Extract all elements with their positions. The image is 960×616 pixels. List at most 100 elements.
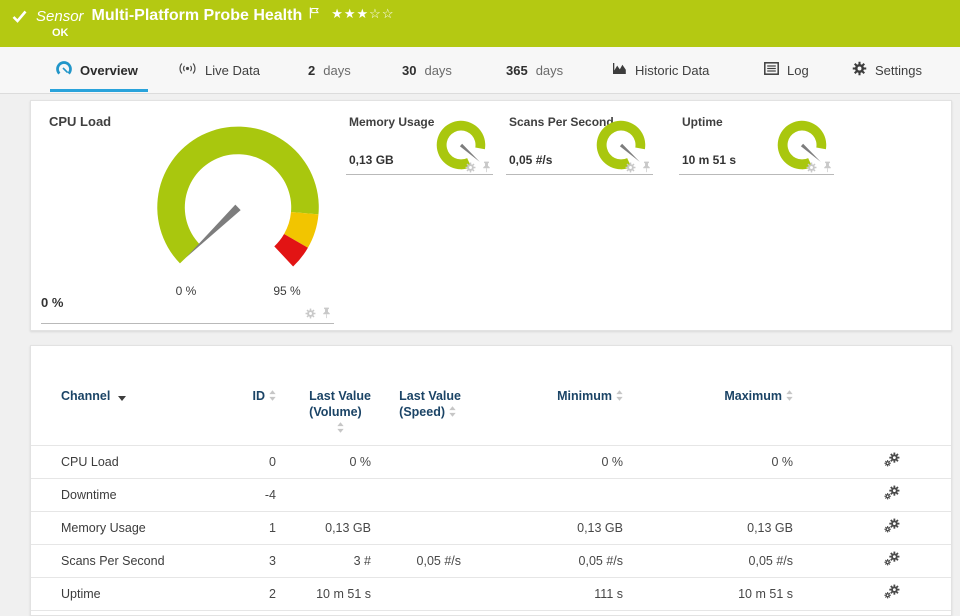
last-value-volume: 3 # (353, 554, 371, 568)
scans-gauge (596, 120, 646, 170)
maximum-value: 0,13 GB (747, 521, 793, 535)
gauge-scale-max: 95 % (273, 284, 301, 298)
minimum-value: 0,13 GB (577, 521, 623, 535)
pin-icon[interactable] (642, 160, 651, 178)
channel-id: 2 (269, 587, 276, 601)
table-header-row: Channel ID Last Value (Volume) Last Value… (31, 346, 951, 433)
mini-gauge-uptime: Uptime 10 m 51 s (679, 101, 834, 189)
broadcast-icon (178, 62, 197, 78)
tab-overview[interactable]: Overview (50, 47, 148, 93)
gauge-needle (186, 204, 241, 258)
mini-gauge-value: 10 m 51 s (682, 153, 737, 167)
channel-name: CPU Load (61, 455, 119, 469)
divider (346, 174, 493, 175)
active-tab-underline (50, 89, 148, 92)
gear-icon (852, 61, 867, 79)
tab-2-days[interactable]: 2 days (308, 62, 351, 78)
last-value-speed: 0,05 #/s (416, 554, 461, 568)
minimum-value: 0,05 #/s (578, 554, 623, 568)
edit-channel-icon[interactable] (884, 452, 901, 471)
mini-gauge-title: Memory Usage (349, 115, 435, 129)
edit-channel-icon[interactable] (884, 551, 901, 570)
sort-icon[interactable] (449, 406, 456, 417)
sort-icon[interactable] (616, 390, 623, 401)
last-value-volume: 10 m 51 s (316, 587, 371, 601)
gauges-panel: CPU Load 0 % 95 % 0 % Memory Usage 0,13 … (30, 100, 952, 331)
tab-settings-label: Settings (875, 62, 922, 78)
table-body: CPU Load 0 0 % 0 % 0 % Downtime -4 Memor… (31, 445, 951, 611)
table-row[interactable]: Scans Per Second 3 3 # 0,05 #/s 0,05 #/s… (31, 545, 951, 578)
last-value-volume: 0 % (349, 455, 371, 469)
table-row[interactable]: Uptime 2 10 m 51 s 111 s 10 m 51 s (31, 578, 951, 611)
sort-icon[interactable] (269, 390, 276, 401)
gauge-settings-icon[interactable] (465, 160, 476, 178)
pin-icon[interactable] (823, 160, 832, 178)
pin-icon[interactable] (322, 306, 331, 324)
gauge-settings-icon[interactable] (806, 160, 817, 178)
status-badge: OK (52, 27, 69, 39)
sensor-header: Sensor Multi-Platform Probe Health ★★★☆☆… (0, 0, 960, 47)
cpu-load-gauge (157, 126, 319, 267)
column-header-last-value-speed[interactable]: Last Value (Speed) (399, 389, 461, 419)
column-header-channel[interactable]: Channel (61, 388, 231, 404)
edit-channel-icon[interactable] (884, 485, 901, 504)
tab-log[interactable]: Log (764, 47, 809, 93)
mini-gauge-scans: Scans Per Second 0,05 #/s (506, 101, 653, 189)
mini-gauge-value: 0,13 GB (349, 153, 394, 167)
table-row[interactable]: Memory Usage 1 0,13 GB 0,13 GB 0,13 GB (31, 512, 951, 545)
status-check-icon (12, 10, 27, 23)
tab-settings[interactable]: Settings (852, 47, 922, 93)
page-title: Multi-Platform Probe Health (91, 7, 303, 24)
sort-icon[interactable] (336, 422, 344, 433)
gauge-settings-icon[interactable] (625, 160, 636, 178)
table-row[interactable]: CPU Load 0 0 % 0 % 0 % (31, 446, 951, 479)
tab-log-label: Log (787, 62, 809, 78)
sort-active-icon (117, 396, 126, 401)
primary-gauge-title: CPU Load (49, 114, 112, 129)
gauge-scale-min: 0 % (175, 284, 197, 298)
column-header-id[interactable]: ID (231, 388, 276, 404)
edit-channel-icon[interactable] (884, 584, 901, 603)
channel-id: 0 (269, 455, 276, 469)
minimum-value: 0 % (601, 455, 623, 469)
channel-name: Downtime (61, 488, 117, 502)
tab-historic-data[interactable]: Historic Data (612, 47, 709, 93)
tab-bar: Overview Live Data 2 days 30 days 365 days … (0, 47, 960, 94)
uptime-gauge (777, 120, 827, 170)
mini-gauge-value: 0,05 #/s (509, 153, 553, 167)
tab-live-data[interactable]: Live Data (178, 47, 260, 93)
object-kind-label: Sensor (36, 7, 84, 25)
channel-name: Uptime (61, 587, 101, 601)
maximum-value: 0,05 #/s (748, 554, 793, 568)
divider (41, 323, 334, 324)
tab-live-data-label: Live Data (205, 62, 260, 78)
channel-table-panel: Channel ID Last Value (Volume) Last Value… (30, 345, 952, 616)
minimum-value: 111 s (594, 587, 623, 601)
primary-gauge-value: 0 % (41, 295, 64, 310)
last-value-volume: 0,13 GB (325, 521, 371, 535)
column-header-maximum[interactable]: Maximum (623, 388, 793, 404)
log-list-icon (764, 62, 779, 78)
column-header-minimum[interactable]: Minimum (461, 388, 623, 404)
tab-365-days[interactable]: 365 days (506, 62, 564, 78)
pin-icon[interactable] (482, 160, 491, 178)
maximum-value: 0 % (771, 455, 793, 469)
channel-name: Scans Per Second (61, 554, 165, 568)
gauge-icon (56, 60, 72, 80)
mini-gauge-memory: Memory Usage 0,13 GB (346, 101, 493, 189)
tab-overview-label: Overview (80, 62, 138, 78)
edit-channel-icon[interactable] (884, 518, 901, 537)
channel-name: Memory Usage (61, 521, 146, 535)
area-chart-icon (612, 62, 627, 78)
memory-gauge (436, 120, 486, 170)
mini-gauge-title: Scans Per Second (509, 115, 614, 129)
priority-stars[interactable]: ★★★☆☆ (331, 6, 395, 21)
channel-id: 3 (269, 554, 276, 568)
table-row[interactable]: Downtime -4 (31, 479, 951, 512)
column-header-last-value-volume[interactable]: Last Value (Volume) (276, 388, 371, 433)
channel-id: -4 (264, 488, 276, 502)
gauge-settings-icon[interactable] (305, 306, 316, 324)
sort-icon[interactable] (786, 390, 793, 401)
tab-30-days[interactable]: 30 days (402, 62, 452, 78)
flag-icon[interactable] (309, 7, 320, 19)
